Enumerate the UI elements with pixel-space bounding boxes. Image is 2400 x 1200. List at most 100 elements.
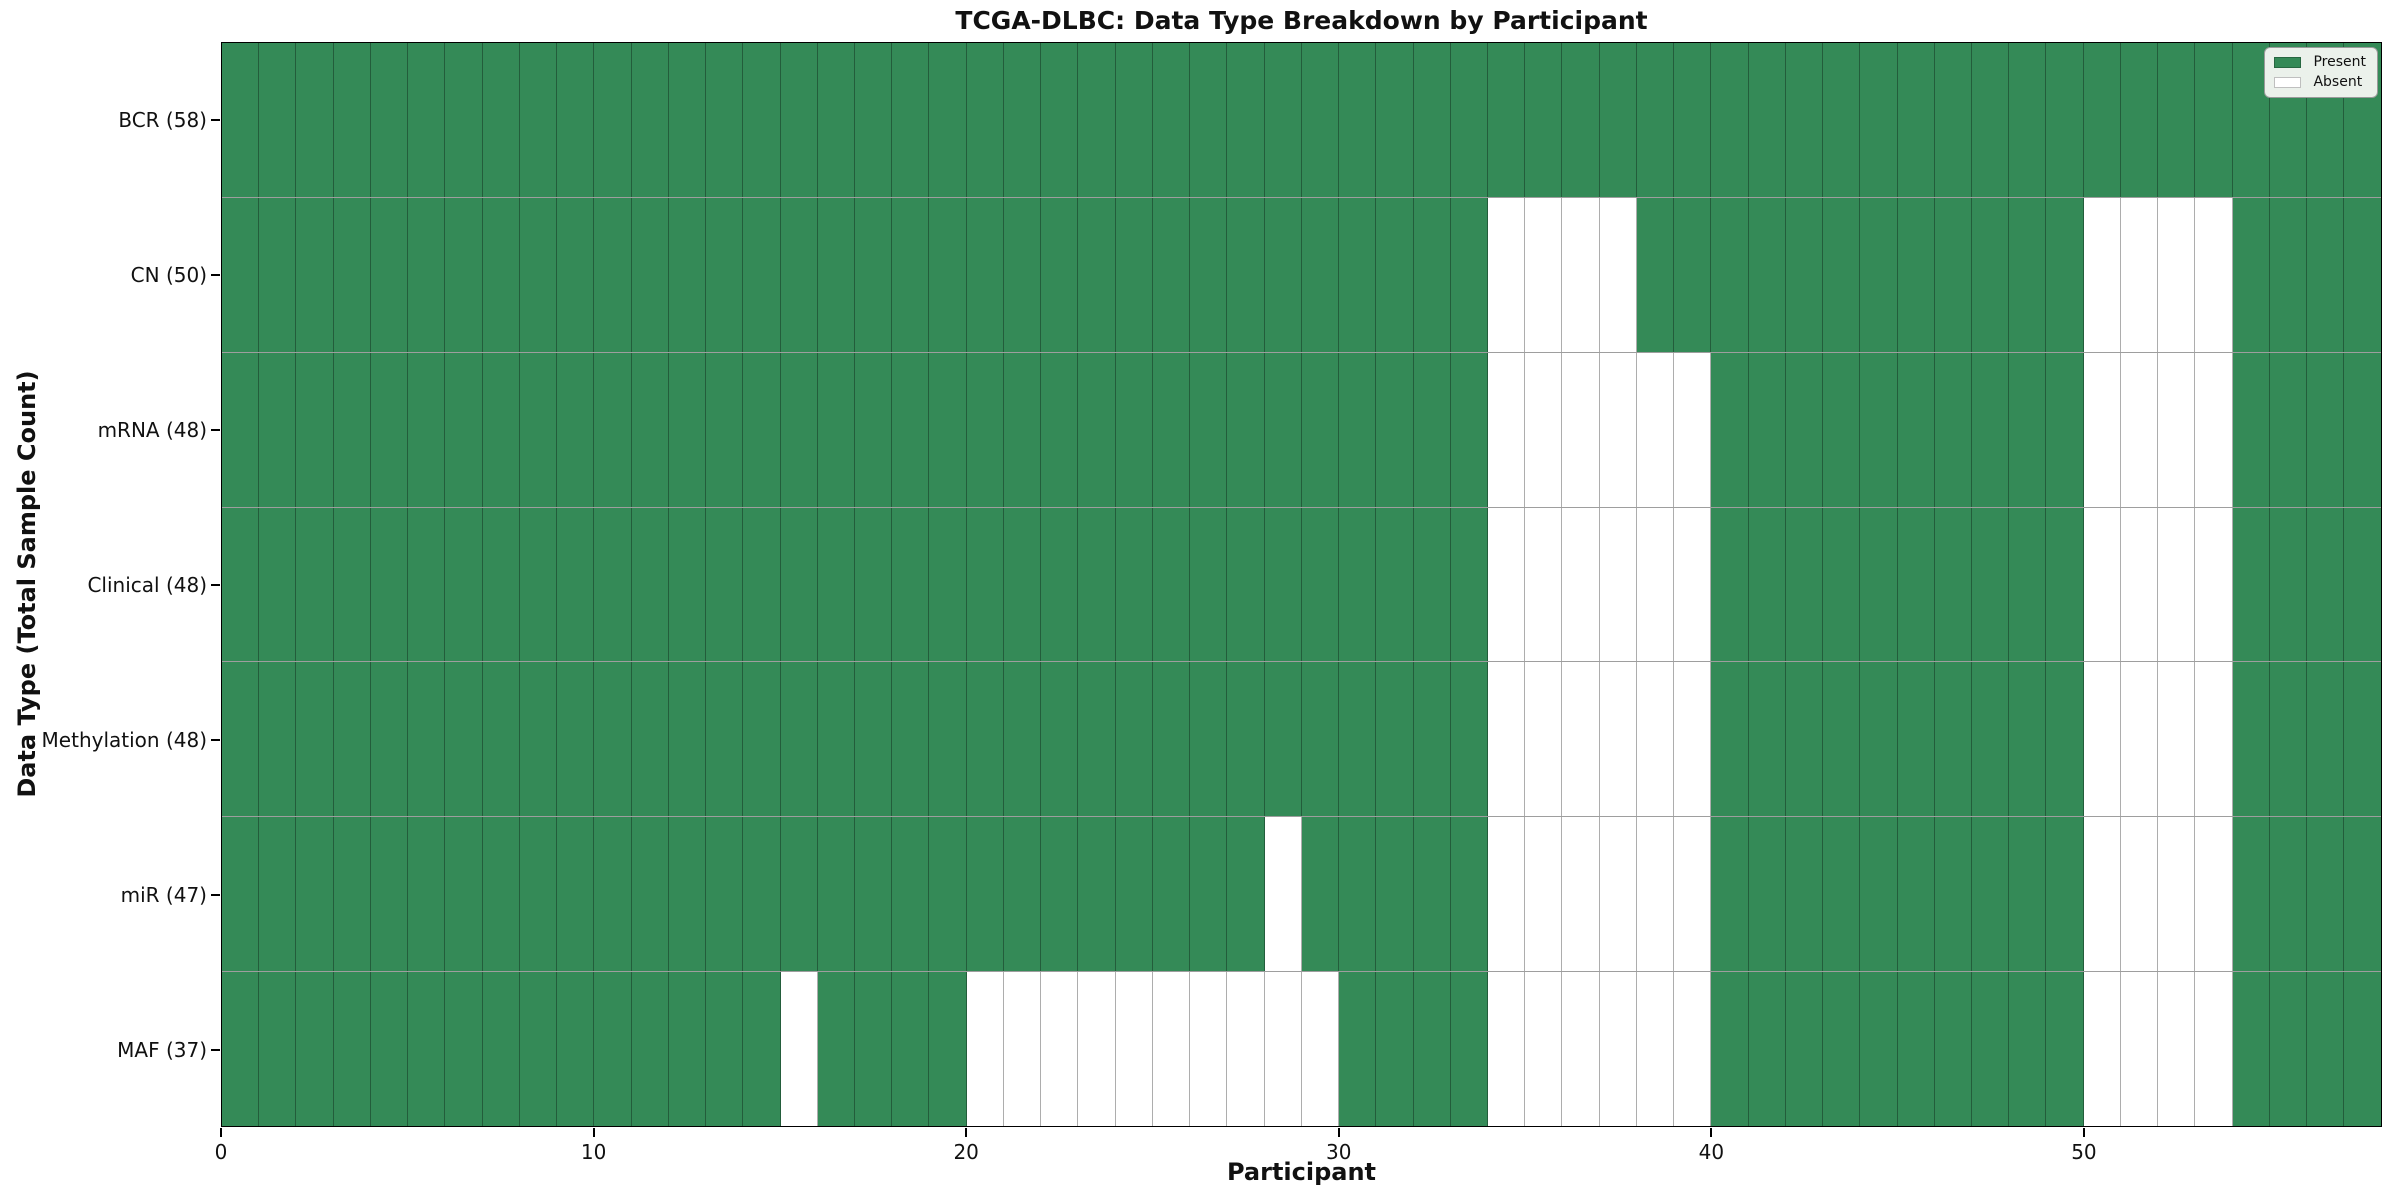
y-tick-mark xyxy=(211,893,220,896)
heatmap-cell xyxy=(259,43,297,197)
heatmap-cell xyxy=(1041,972,1079,1127)
heatmap-cell xyxy=(743,352,781,507)
heatmap-cell xyxy=(445,507,483,662)
heatmap-cell xyxy=(2158,662,2196,817)
heatmap-cell xyxy=(1227,43,1265,197)
heatmap-cell xyxy=(1748,507,1786,662)
heatmap-cell xyxy=(892,43,930,197)
heatmap-cell xyxy=(2120,817,2159,972)
heatmap-cell xyxy=(2158,43,2196,197)
heatmap-cell xyxy=(668,817,707,972)
heatmap-cell xyxy=(929,43,967,197)
heatmap-cell xyxy=(1450,43,1488,197)
heatmap-cell xyxy=(1748,352,1786,507)
heatmap-cell xyxy=(966,662,1004,817)
heatmap-cell xyxy=(296,352,334,507)
heatmap-cell xyxy=(1785,662,1824,817)
heatmap-cell xyxy=(370,352,409,507)
heatmap-cell xyxy=(1078,507,1116,662)
heatmap-cell xyxy=(1823,352,1861,507)
heatmap-cell xyxy=(1339,352,1377,507)
heatmap-cell xyxy=(1450,817,1488,972)
x-axis-label: Participant xyxy=(1226,1158,1377,1186)
heatmap-cell xyxy=(780,43,818,197)
heatmap-cell xyxy=(966,972,1004,1127)
heatmap-cell xyxy=(1711,43,1749,197)
heatmap-cell xyxy=(631,43,669,197)
heatmap-cell xyxy=(1301,662,1340,817)
heatmap-cell xyxy=(2158,352,2196,507)
heatmap-cell xyxy=(519,972,558,1127)
heatmap-cell xyxy=(445,662,483,817)
heatmap-cell xyxy=(2120,507,2159,662)
heatmap-cell xyxy=(408,817,446,972)
x-tick-mark xyxy=(220,1128,222,1137)
heatmap-cell xyxy=(780,662,818,817)
heatmap-cell xyxy=(222,817,260,972)
heatmap-cell xyxy=(668,972,707,1127)
heatmap-cell xyxy=(1972,43,2010,197)
heatmap-cell xyxy=(1487,43,1526,197)
heatmap-cell xyxy=(1003,817,1042,972)
heatmap-cell xyxy=(222,43,260,197)
heatmap-cell xyxy=(594,972,632,1127)
heatmap-cell xyxy=(2046,197,2084,352)
heatmap-cell xyxy=(2232,972,2270,1127)
heatmap-cell xyxy=(1972,197,2010,352)
heatmap-cell xyxy=(1972,507,2010,662)
heatmap-cell xyxy=(2307,352,2345,507)
heatmap-cell xyxy=(1078,197,1116,352)
heatmap-cell xyxy=(1674,507,1712,662)
heatmap-cell xyxy=(1190,817,1228,972)
heatmap-cell xyxy=(1227,972,1265,1127)
heatmap-cell xyxy=(1003,972,1042,1127)
heatmap-row-Methylation xyxy=(222,662,2381,818)
heatmap-cell xyxy=(370,817,409,972)
heatmap-cell xyxy=(222,352,260,507)
heatmap-cell xyxy=(1636,972,1675,1127)
heatmap-cell xyxy=(594,662,632,817)
heatmap-cell xyxy=(1785,817,1824,972)
heatmap-cell xyxy=(2232,817,2270,972)
heatmap-cell xyxy=(1003,43,1042,197)
heatmap-cell xyxy=(1339,197,1377,352)
heatmap-cell xyxy=(817,817,855,972)
heatmap-cell xyxy=(1897,662,1935,817)
heatmap-cell xyxy=(296,972,334,1127)
heatmap-cell xyxy=(2269,972,2308,1127)
heatmap-cell xyxy=(1487,352,1526,507)
heatmap-cell xyxy=(1078,972,1116,1127)
heatmap-cell xyxy=(2120,43,2159,197)
heatmap-cell xyxy=(854,43,893,197)
heatmap-cell xyxy=(1860,43,1898,197)
heatmap-cell xyxy=(1674,817,1712,972)
heatmap-cell xyxy=(1376,352,1414,507)
heatmap-cell xyxy=(296,507,334,662)
heatmap-cell xyxy=(445,197,483,352)
heatmap-cell xyxy=(854,662,893,817)
heatmap-cell xyxy=(2158,972,2196,1127)
heatmap-cell xyxy=(1785,972,1824,1127)
heatmap-cell xyxy=(1711,197,1749,352)
heatmap-cell xyxy=(2046,662,2084,817)
heatmap-cell xyxy=(1711,972,1749,1127)
heatmap-cell xyxy=(1115,972,1153,1127)
heatmap-cell xyxy=(1450,507,1488,662)
heatmap-cell xyxy=(1934,817,1973,972)
chart-title: TCGA-DLBC: Data Type Breakdown by Partic… xyxy=(955,6,1648,35)
heatmap-cell xyxy=(1748,197,1786,352)
heatmap-cell xyxy=(1711,507,1749,662)
plot-area xyxy=(221,42,2382,1127)
heatmap-cell xyxy=(929,507,967,662)
heatmap-cell xyxy=(1115,507,1153,662)
heatmap-cell xyxy=(2307,197,2345,352)
heatmap-cell xyxy=(2195,352,2233,507)
y-tick-mark xyxy=(211,738,220,741)
heatmap-cell xyxy=(2344,662,2381,817)
heatmap-cell xyxy=(482,662,520,817)
heatmap-cell xyxy=(408,43,446,197)
heatmap-cell xyxy=(1711,352,1749,507)
heatmap-cell xyxy=(259,662,297,817)
heatmap-cell xyxy=(743,662,781,817)
heatmap-cell xyxy=(445,43,483,197)
